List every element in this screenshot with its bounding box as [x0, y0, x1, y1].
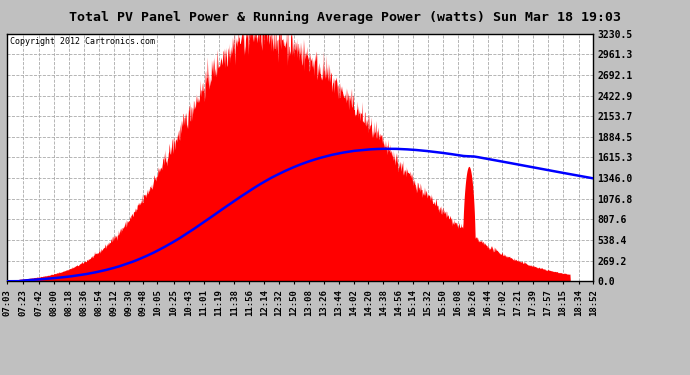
Text: Total PV Panel Power & Running Average Power (watts) Sun Mar 18 19:03: Total PV Panel Power & Running Average P…: [69, 11, 621, 24]
Text: Copyright 2012 Cartronics.com: Copyright 2012 Cartronics.com: [10, 38, 155, 46]
